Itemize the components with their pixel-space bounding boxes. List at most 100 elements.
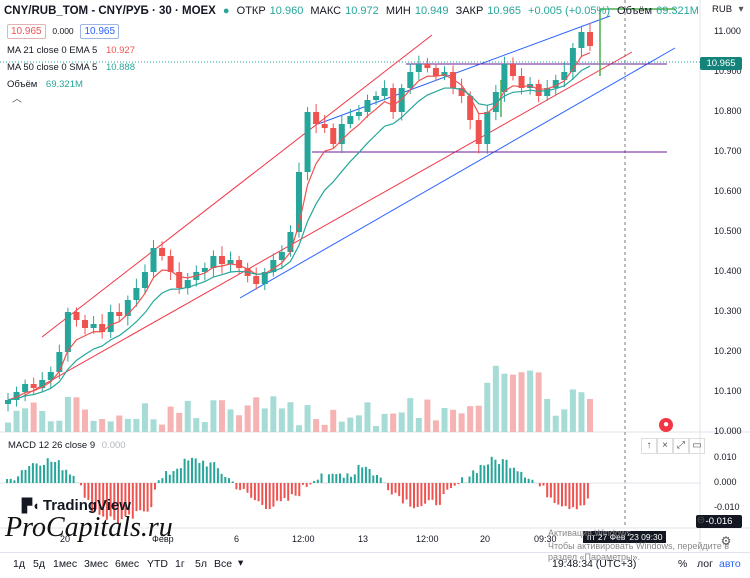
candle-body	[279, 252, 285, 260]
currency-label[interactable]: RUB	[712, 4, 732, 15]
alert-icon[interactable]: ●	[659, 418, 673, 432]
vol-value: 69.321M	[46, 79, 83, 90]
macd-bar	[232, 481, 234, 483]
macd-bar	[269, 483, 271, 509]
candle-body	[22, 384, 28, 392]
macd-bar	[221, 474, 223, 483]
candle-body	[382, 88, 388, 96]
channel-lower-blue	[240, 48, 675, 298]
macd-bar	[361, 467, 363, 483]
macd-bar	[161, 478, 163, 483]
volume-bar	[91, 421, 97, 432]
volume-legend[interactable]: Объём 69.321M	[7, 79, 83, 90]
bid-box[interactable]: 10.965	[7, 24, 46, 39]
range-3m[interactable]: 3мес	[84, 558, 108, 570]
volume-bar	[544, 399, 550, 432]
range-all[interactable]: Все	[214, 558, 232, 570]
clock[interactable]: 19:48:34 (UTC+3)	[552, 558, 636, 570]
volume-bar	[484, 383, 490, 432]
price-tick: 11.000	[714, 26, 741, 36]
macd-bar	[506, 460, 508, 483]
range-1m[interactable]: 1мес	[53, 558, 77, 570]
candle-body	[347, 116, 353, 124]
macd-bar	[317, 480, 319, 483]
volume-bar	[193, 418, 199, 432]
macd-bar	[158, 480, 160, 483]
candle-body	[305, 112, 311, 172]
volume-bar	[22, 408, 28, 432]
minimize-pane-icon[interactable]: ▭	[689, 438, 705, 454]
settings-gear-icon[interactable]: ⚙	[719, 534, 733, 548]
macd-bar	[343, 478, 345, 483]
macd-bar	[247, 483, 249, 493]
candle-body	[73, 312, 79, 320]
range-ytd[interactable]: YTD	[147, 558, 168, 570]
time-tick: 13	[358, 534, 368, 544]
change-value: +0.005 (+0.05%)	[528, 5, 610, 17]
macd-bar	[546, 483, 548, 497]
range-5y[interactable]: 5л	[195, 558, 207, 570]
auto-toggle[interactable]: авто	[719, 558, 741, 570]
macd-bar	[54, 462, 56, 483]
minus-circle-icon[interactable]: ⊖	[694, 514, 708, 528]
price-tick: 10.200	[714, 346, 742, 356]
macd-bar	[554, 483, 556, 503]
macd-bar	[469, 477, 471, 483]
delete-pane-icon[interactable]: ×	[657, 438, 673, 454]
macd-bar	[39, 466, 41, 483]
macd-bar	[365, 467, 367, 483]
macd-bar	[13, 480, 15, 483]
candle-body	[416, 64, 422, 72]
macd-tick: -0.010	[714, 502, 740, 512]
macd-bar	[372, 476, 374, 483]
collapse-legend-icon[interactable]: ︿	[10, 93, 24, 107]
percent-toggle[interactable]: %	[678, 558, 687, 570]
range-6m[interactable]: 6мес	[115, 558, 139, 570]
macd-bar	[302, 483, 304, 485]
ma50-legend[interactable]: MA 50 close 0 SMA 5 10.888	[7, 62, 135, 73]
symbol-title[interactable]: CNY/RUB_TOM - CNY/РУБ · 30 · MOEX	[4, 5, 216, 17]
live-dot-icon: ●	[223, 5, 230, 17]
macd-legend[interactable]: MACD 12 26 close 9 0.000	[8, 440, 126, 451]
ma50-value: 10.888	[106, 62, 135, 73]
macd-bar	[539, 483, 541, 486]
maximize-pane-icon[interactable]: ⤢	[673, 438, 689, 454]
ma21-legend[interactable]: MA 21 close 0 EMA 5 10.927	[7, 45, 135, 56]
macd-bar	[502, 459, 504, 483]
macd-bar	[391, 483, 393, 494]
macd-tick: 0.010	[714, 452, 737, 462]
goto-date-icon[interactable]: ▾	[238, 557, 243, 569]
range-1y[interactable]: 1г	[175, 558, 185, 570]
macd-bar	[524, 478, 526, 483]
macd-bar	[295, 483, 297, 496]
macd-bar	[243, 483, 245, 489]
volume-bar	[407, 398, 413, 432]
macd-bar	[73, 476, 75, 483]
range-5d[interactable]: 5д	[33, 558, 45, 570]
low-value: 10.949	[415, 5, 449, 17]
time-tick: 6	[234, 534, 239, 544]
move-up-icon[interactable]: ↑	[641, 438, 657, 454]
volume-bar	[99, 419, 105, 432]
candle-body	[339, 124, 345, 144]
candle-body	[433, 68, 439, 76]
candle-body	[467, 96, 473, 120]
log-toggle[interactable]: лог	[697, 558, 713, 570]
macd-bar	[287, 483, 289, 501]
macd-bar	[398, 483, 400, 496]
candle-body	[82, 320, 88, 328]
price-tick: 10.000	[714, 426, 742, 436]
volume-bar	[390, 414, 396, 432]
volume-bar	[296, 425, 302, 432]
chevron-down-icon[interactable]: ▾	[734, 3, 748, 17]
range-1d[interactable]: 1д	[13, 558, 25, 570]
candle-body	[587, 32, 593, 46]
macd-bar	[358, 465, 360, 483]
macd-bar	[147, 483, 149, 512]
macd-bar	[576, 483, 578, 509]
volume-bar	[476, 406, 482, 432]
ma21-value: 10.927	[106, 45, 135, 56]
macd-bar	[258, 483, 260, 501]
ask-box[interactable]: 10.965	[80, 24, 119, 39]
